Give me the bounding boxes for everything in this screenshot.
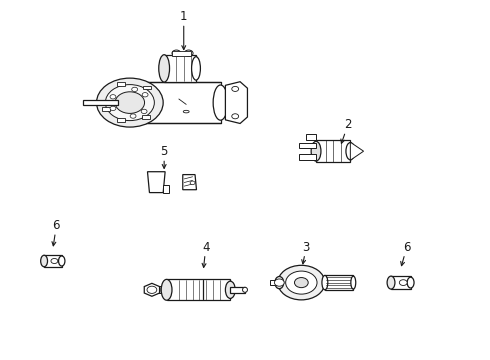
Ellipse shape: [346, 143, 355, 160]
Ellipse shape: [351, 276, 356, 289]
Circle shape: [190, 181, 195, 185]
Bar: [117, 82, 124, 86]
Bar: [325, 275, 353, 290]
Ellipse shape: [183, 111, 189, 113]
Circle shape: [141, 109, 147, 113]
Circle shape: [274, 279, 284, 286]
Bar: [102, 107, 110, 111]
Circle shape: [115, 92, 145, 113]
Bar: [130, 82, 220, 123]
Circle shape: [286, 271, 317, 294]
Ellipse shape: [407, 277, 414, 288]
Bar: [270, 280, 279, 285]
Ellipse shape: [117, 82, 143, 123]
Bar: [316, 140, 350, 162]
Circle shape: [147, 286, 157, 293]
Circle shape: [232, 86, 239, 91]
Bar: [230, 287, 245, 293]
Ellipse shape: [322, 275, 328, 290]
Bar: [142, 115, 150, 119]
Polygon shape: [144, 283, 160, 296]
Bar: [44, 255, 62, 267]
Bar: [299, 143, 316, 148]
Circle shape: [142, 93, 148, 97]
Circle shape: [132, 87, 138, 91]
Circle shape: [399, 280, 407, 285]
Circle shape: [130, 114, 136, 118]
Circle shape: [294, 278, 308, 288]
Text: 5: 5: [160, 145, 168, 168]
Bar: [117, 118, 125, 122]
Circle shape: [110, 106, 116, 111]
Ellipse shape: [387, 276, 395, 289]
Polygon shape: [225, 82, 247, 123]
Polygon shape: [147, 172, 165, 193]
Bar: [306, 134, 316, 140]
Bar: [152, 286, 167, 293]
Bar: [164, 55, 196, 82]
Ellipse shape: [225, 281, 235, 298]
Ellipse shape: [243, 287, 247, 292]
Ellipse shape: [213, 85, 228, 120]
Circle shape: [232, 114, 239, 119]
Polygon shape: [183, 175, 196, 190]
Text: 6: 6: [52, 219, 60, 246]
Polygon shape: [163, 185, 169, 193]
Text: 3: 3: [302, 241, 310, 264]
Ellipse shape: [159, 55, 170, 82]
Circle shape: [51, 258, 58, 264]
Ellipse shape: [275, 276, 284, 289]
Circle shape: [184, 50, 193, 57]
Circle shape: [105, 85, 154, 121]
Circle shape: [172, 50, 181, 57]
Text: 2: 2: [341, 118, 352, 143]
Circle shape: [97, 78, 163, 127]
Bar: [143, 86, 151, 89]
Ellipse shape: [311, 141, 321, 161]
Text: 6: 6: [401, 241, 411, 266]
Circle shape: [110, 95, 116, 99]
Text: 4: 4: [202, 241, 210, 267]
Bar: [83, 100, 118, 105]
Bar: [391, 276, 411, 289]
Ellipse shape: [41, 255, 48, 267]
Ellipse shape: [192, 57, 200, 80]
Ellipse shape: [59, 256, 65, 266]
Text: 1: 1: [180, 10, 188, 50]
Bar: [167, 279, 230, 300]
Bar: [172, 51, 191, 56]
Polygon shape: [350, 142, 364, 160]
Circle shape: [278, 265, 325, 300]
Ellipse shape: [161, 279, 172, 300]
Bar: [299, 154, 316, 160]
